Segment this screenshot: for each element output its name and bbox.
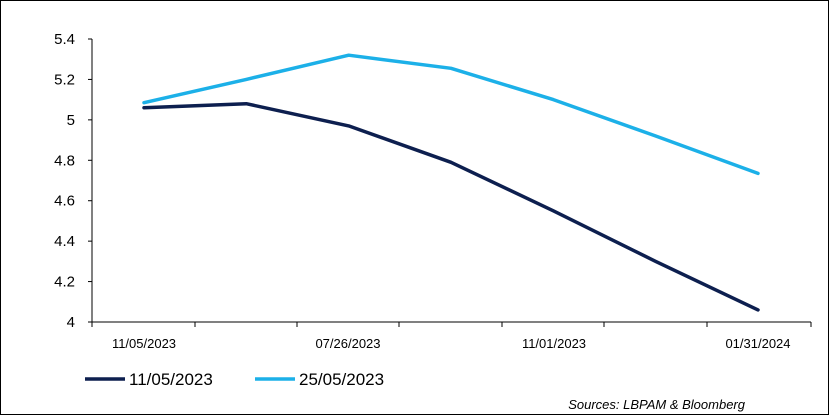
series-line-1 <box>144 104 758 310</box>
y-tick-label: 4.4 <box>54 233 75 250</box>
legend-label-2: 25/05/2023 <box>299 370 384 389</box>
x-tick-label: 11/05/2023 <box>112 336 176 351</box>
y-tick-label: 4.8 <box>54 152 75 169</box>
series-line-2 <box>144 55 758 173</box>
y-axis: 4 4.2 4.4 4.6 4.8 5 5.2 5.4 <box>54 31 92 331</box>
legend-label-1: 11/05/2023 <box>129 370 213 389</box>
x-tick-label: 07/26/2023 <box>315 336 380 351</box>
x-axis: 11/05/2023 07/26/2023 11/01/2023 01/31/2024 <box>92 322 811 351</box>
x-tick-label: 11/01/2023 <box>522 336 586 351</box>
y-tick-label: 5.4 <box>54 31 75 48</box>
legend: 11/05/2023 25/05/2023 <box>85 370 384 389</box>
series-lines <box>144 55 758 310</box>
y-tick-label: 5.2 <box>54 71 75 88</box>
y-tick-label: 4 <box>67 314 75 331</box>
x-tick-label: 01/31/2024 <box>725 336 790 351</box>
y-tick-label: 5 <box>67 112 75 129</box>
source-note: Sources: LBPAM & Bloomberg <box>568 397 746 412</box>
y-tick-label: 4.6 <box>54 193 75 210</box>
y-tick-label: 4.2 <box>54 274 75 291</box>
